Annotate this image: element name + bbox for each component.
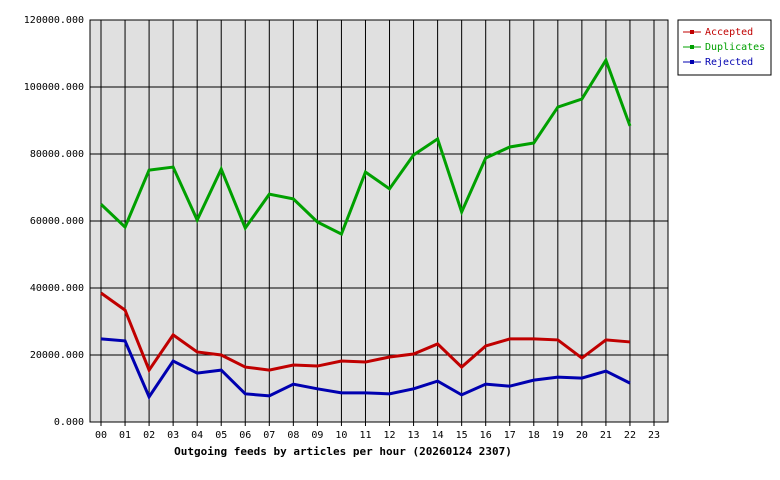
x-axis-label: Outgoing feeds by articles per hour (202… bbox=[174, 445, 512, 458]
x-tick-label: 16 bbox=[480, 430, 492, 441]
y-tick-label: 60000.000 bbox=[30, 216, 84, 227]
x-tick-label: 12 bbox=[383, 430, 395, 441]
x-tick-label: 01 bbox=[119, 430, 131, 441]
series-line bbox=[99, 56, 632, 237]
legend-marker bbox=[690, 30, 694, 34]
x-tick-label: 15 bbox=[456, 430, 468, 441]
x-tick-label: 22 bbox=[624, 430, 636, 441]
x-tick-label: 18 bbox=[528, 430, 540, 441]
series-line bbox=[100, 291, 631, 374]
x-tick-label: 20 bbox=[576, 430, 588, 441]
legend-label: Duplicates bbox=[705, 42, 765, 53]
x-tick-label: 13 bbox=[408, 430, 420, 441]
x-tick-label: 03 bbox=[167, 430, 179, 441]
x-tick-label: 00 bbox=[95, 430, 107, 441]
y-tick-label: 0.000 bbox=[54, 417, 84, 428]
y-tick-label: 20000.000 bbox=[30, 350, 84, 361]
legend-marker bbox=[690, 45, 694, 49]
y-tick-label: 80000.000 bbox=[30, 149, 84, 160]
x-tick-label: 04 bbox=[191, 430, 203, 441]
x-tick-label: 17 bbox=[504, 430, 516, 441]
y-tick-label: 40000.000 bbox=[30, 283, 84, 294]
x-tick-label: 10 bbox=[335, 430, 347, 441]
x-tick-label: 11 bbox=[359, 430, 371, 441]
x-tick-label: 19 bbox=[552, 430, 564, 441]
series-line bbox=[100, 337, 631, 400]
x-tick-label: 09 bbox=[311, 430, 323, 441]
legend-label: Rejected bbox=[705, 57, 753, 68]
x-tick-label: 05 bbox=[215, 430, 227, 441]
x-tick-label: 07 bbox=[263, 430, 275, 441]
x-tick-label: 23 bbox=[648, 430, 660, 441]
legend-marker bbox=[690, 60, 694, 64]
x-tick-label: 08 bbox=[287, 430, 299, 441]
x-tick-label: 21 bbox=[600, 430, 612, 441]
x-tick-label: 14 bbox=[432, 430, 444, 441]
x-tick-label: 02 bbox=[143, 430, 155, 441]
y-tick-label: 120000.000 bbox=[24, 15, 84, 26]
y-tick-label: 100000.000 bbox=[24, 82, 84, 93]
x-tick-label: 06 bbox=[239, 430, 251, 441]
legend-label: Accepted bbox=[705, 27, 753, 38]
